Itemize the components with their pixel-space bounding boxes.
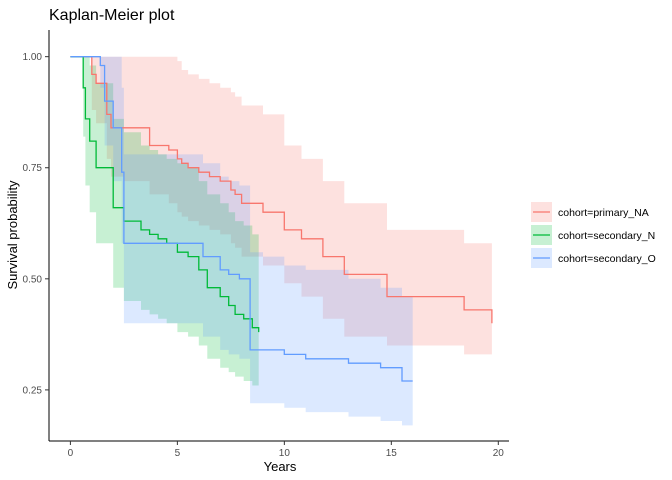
y-tick-label: 0.75 <box>23 163 43 174</box>
x-tick-label: 15 <box>386 448 398 459</box>
confidence-bands <box>70 56 492 426</box>
x-tick-label: 20 <box>493 448 505 459</box>
chart-title: Kaplan-Meier plot <box>49 7 175 24</box>
legend-label: cohort=secondary_O <box>558 253 656 265</box>
y-axis-title: Survival probability <box>5 180 20 290</box>
x-axis-title: Years <box>264 459 297 474</box>
x-tick-label: 10 <box>279 448 291 459</box>
axes: 0 5 10 15 20 0.25 0.50 0.75 1.00 <box>23 30 509 459</box>
survival-curve-0 <box>70 56 493 324</box>
legend-label: cohort=primary_NA <box>558 207 649 219</box>
y-tick-label: 0.50 <box>23 274 43 285</box>
confidence-band-1 <box>70 56 259 386</box>
legend-label: cohort=secondary_N <box>558 230 655 242</box>
survival-curve-2 <box>70 56 413 382</box>
y-tick-label: 1.00 <box>23 52 43 63</box>
confidence-band-2 <box>70 56 413 426</box>
x-tick-label: 5 <box>175 448 181 459</box>
legend: cohort=primary_NA cohort=secondary_Ncohor… <box>531 202 656 268</box>
x-tick-label: 0 <box>68 448 74 459</box>
y-tick-label: 0.25 <box>23 385 43 396</box>
survival-curves <box>70 56 493 382</box>
